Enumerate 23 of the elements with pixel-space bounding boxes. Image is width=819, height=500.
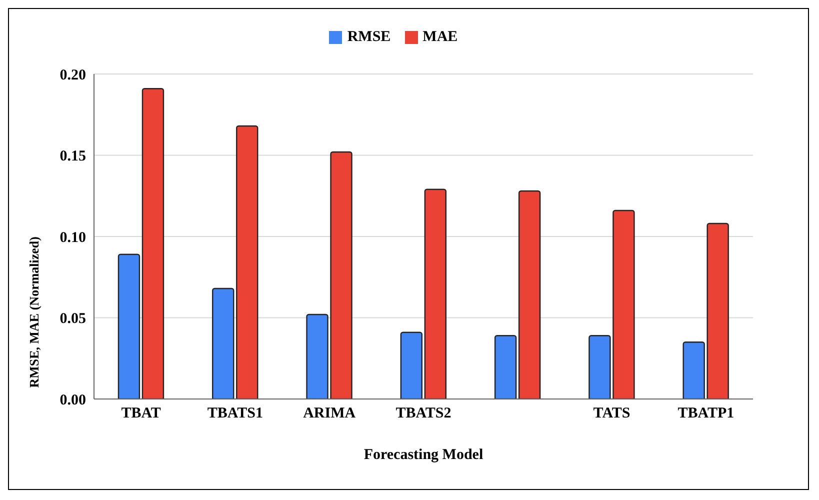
x-tick-label: TBATS1 <box>207 406 264 422</box>
bar <box>212 288 234 399</box>
x-tick-label: TBATP1 <box>678 406 734 422</box>
y-tick-label: 0.15 <box>60 148 86 165</box>
x-axis-title: Forecasting Model <box>364 447 484 463</box>
y-tick-label: 0.05 <box>60 311 86 328</box>
bar <box>494 335 517 399</box>
x-tick-label: TBATS2 <box>396 406 452 422</box>
legend-label: RMSE <box>347 29 391 46</box>
bar <box>424 188 447 399</box>
x-tick-label: TBAT <box>121 406 161 422</box>
y-axis-title: RMSE, MAE (Normalized) <box>26 236 42 388</box>
bar <box>142 88 164 399</box>
bar <box>400 332 423 399</box>
y-tick-label: 0.00 <box>60 392 86 408</box>
bar <box>236 125 258 399</box>
x-tick-label: TATS <box>593 406 630 422</box>
x-tick-label: ARIMA <box>303 406 356 422</box>
y-tick-label: 0.10 <box>60 230 86 246</box>
y-tick-label: 0.20 <box>60 67 86 84</box>
bar <box>118 254 140 399</box>
bar <box>518 190 541 399</box>
legend-label: MAE <box>422 29 458 46</box>
